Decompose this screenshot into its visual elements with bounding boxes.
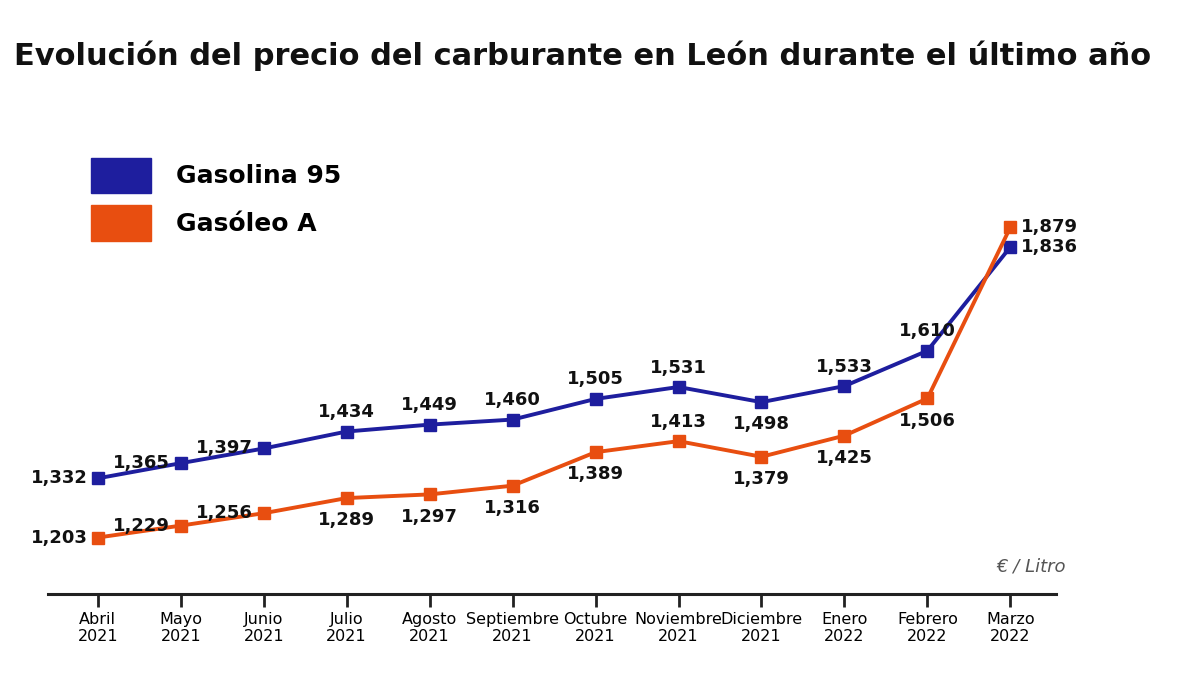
Text: 1,449: 1,449 [401,396,458,414]
Text: 1,379: 1,379 [733,470,790,488]
Text: Evolución del precio del carburante en León durante el último año: Evolución del precio del carburante en L… [14,40,1151,71]
Text: 1,460: 1,460 [484,391,541,409]
Text: 1,297: 1,297 [401,508,458,526]
Text: 1,389: 1,389 [568,465,624,483]
Text: € / Litro: € / Litro [996,558,1066,576]
Text: 1,289: 1,289 [318,511,376,529]
Text: 1,316: 1,316 [484,499,541,517]
Text: 1,332: 1,332 [30,469,88,487]
Text: 1,203: 1,203 [30,529,88,547]
Text: 1,256: 1,256 [197,504,253,522]
Text: 1,506: 1,506 [899,412,956,430]
Text: 1,531: 1,531 [650,358,707,377]
Text: 1,836: 1,836 [1021,238,1078,256]
Text: 1,505: 1,505 [568,371,624,389]
Text: 1,413: 1,413 [650,412,707,431]
Text: 1,879: 1,879 [1021,218,1078,236]
Text: 1,498: 1,498 [733,415,790,433]
Text: 1,434: 1,434 [318,403,376,421]
Text: 1,533: 1,533 [816,358,872,375]
Text: 1,397: 1,397 [197,439,253,458]
Text: 1,425: 1,425 [816,449,872,467]
Text: 1,229: 1,229 [114,516,170,535]
Text: 1,365: 1,365 [114,454,170,472]
Legend: Gasolina 95, Gasóleo A: Gasolina 95, Gasóleo A [80,148,350,250]
Text: 1,610: 1,610 [899,322,956,340]
